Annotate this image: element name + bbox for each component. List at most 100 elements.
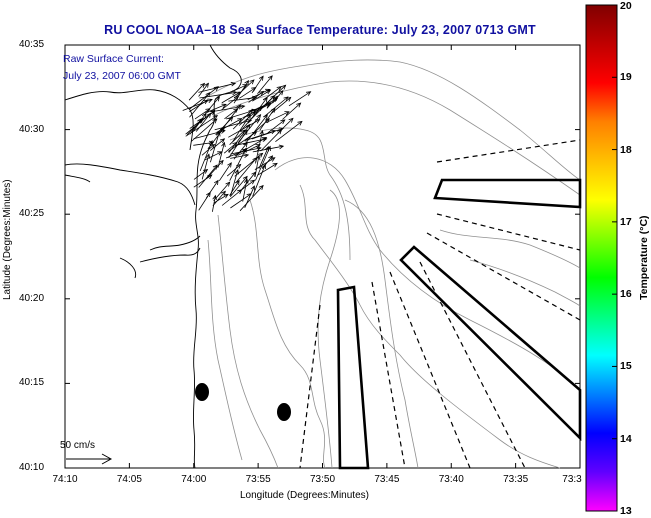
current-vector [233, 142, 248, 160]
current-vector [238, 111, 256, 126]
colorbar-tick-label: 20 [620, 0, 632, 12]
current-vector [275, 121, 303, 143]
current-vector [234, 137, 267, 157]
current-vector-head [232, 141, 238, 147]
current-vector [198, 164, 218, 188]
current-vector-head [234, 169, 239, 175]
current-vector-head [243, 153, 250, 158]
current-vector [251, 76, 264, 94]
current-vector [255, 130, 263, 164]
current-vector-head [203, 99, 209, 105]
current-vector-head [197, 118, 202, 124]
current-vector-head [221, 103, 227, 109]
current-vector-head [246, 113, 251, 119]
current-annotation-line1: Raw Surface Current: [63, 53, 164, 65]
x-tick-label: 73:35 [503, 474, 529, 485]
current-vector [195, 113, 211, 132]
x-ticks [64, 45, 581, 468]
surface-current-vectors [182, 75, 312, 212]
current-vector [266, 96, 278, 109]
current-vector [277, 118, 294, 134]
current-vector-head [267, 75, 273, 81]
current-vector-head [259, 75, 264, 81]
current-vector-head [205, 153, 211, 159]
x-tick-label: 73:3 [562, 474, 582, 485]
current-vector-head [212, 118, 218, 124]
buoy-marker-1 [195, 383, 209, 401]
current-vector-head [208, 140, 213, 146]
current-vector [228, 124, 251, 154]
coastline [64, 44, 242, 469]
current-vector [223, 142, 238, 154]
current-vector-head [233, 108, 239, 113]
x-tick-label: 74:10 [52, 474, 78, 485]
current-vector [232, 109, 253, 130]
current-vector [205, 104, 227, 114]
current-vector [229, 148, 247, 181]
current-vector-head [249, 79, 255, 85]
current-vector [248, 95, 275, 123]
x-tick-label: 73:55 [245, 474, 271, 485]
current-vector [252, 164, 266, 197]
current-vector [206, 160, 224, 179]
current-vector [229, 176, 248, 197]
x-tick-label: 74:00 [181, 474, 207, 485]
current-vector-head [288, 117, 294, 123]
current-vector [246, 130, 276, 141]
current-vector-head [207, 98, 213, 103]
current-vector [265, 111, 290, 124]
current-vector [241, 171, 256, 191]
current-vector-head [245, 123, 251, 129]
current-vector [261, 155, 273, 170]
current-vector-head [235, 91, 241, 97]
current-vector-head [268, 155, 274, 161]
current-vector-head [306, 91, 312, 96]
current-vector [226, 164, 241, 177]
current-vector [257, 75, 273, 95]
x-tick-label: 73:40 [438, 474, 464, 485]
current-vector [193, 174, 213, 188]
current-vector [254, 155, 260, 177]
current-vector [272, 90, 284, 104]
current-vector-head [265, 103, 271, 108]
current-vector-head [258, 152, 264, 158]
current-vector-head [284, 111, 290, 116]
current-vector-head [258, 90, 265, 96]
current-vector-head [258, 184, 264, 191]
current-vector [229, 129, 246, 145]
current-vector [242, 103, 270, 119]
current-vector-head [246, 119, 253, 124]
current-vector-head [276, 86, 282, 91]
current-vector-head [200, 82, 206, 88]
y-tick-label: 40:35 [19, 39, 45, 50]
current-vector [235, 157, 258, 184]
current-vector-head [272, 162, 278, 168]
current-vector-head [278, 89, 284, 96]
current-vector [189, 86, 219, 110]
scale-label: 50 cm/s [60, 440, 96, 451]
x-axis-label: Longitude (Degrees:Minutes) [240, 490, 369, 501]
x-tick-label: 74:05 [116, 474, 142, 485]
current-vector-head [217, 151, 223, 156]
current-vector-head [261, 163, 266, 170]
current-vector [218, 162, 232, 182]
current-vector [212, 195, 216, 212]
current-vector-head [256, 113, 262, 120]
current-vector-head [240, 129, 246, 135]
current-vector-head [205, 92, 211, 98]
current-vector [224, 108, 239, 120]
current-vector-head [204, 82, 209, 88]
current-vector-head [219, 138, 226, 144]
current-vector [247, 89, 270, 100]
current-vector-head [223, 193, 229, 199]
current-vector-head [263, 96, 268, 102]
current-vector [206, 96, 220, 113]
colorbar-label: Temperature (°C) [638, 215, 650, 300]
current-vector [258, 146, 269, 169]
current-vector [214, 194, 229, 204]
current-vector [189, 92, 211, 118]
colorbar-ticks [612, 4, 617, 512]
current-vector-head [201, 112, 207, 118]
current-vector-head [221, 141, 226, 148]
current-vector-head [296, 102, 302, 108]
